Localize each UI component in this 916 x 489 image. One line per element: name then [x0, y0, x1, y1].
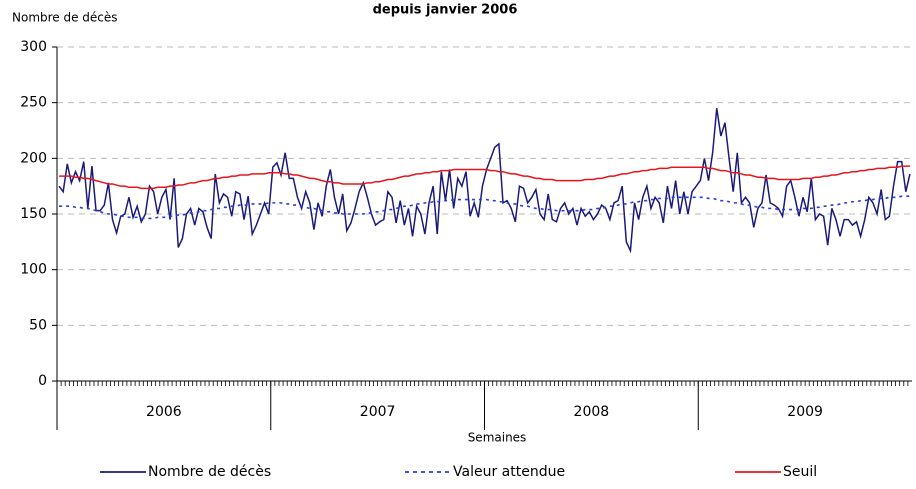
series-line: [58, 108, 911, 254]
legend-label: Nombre de décès: [148, 464, 271, 480]
chart-title: depuis janvier 2006: [373, 3, 518, 18]
y-tick-label: 200: [20, 150, 47, 166]
series-line: [59, 165, 910, 190]
y-axis-label: Nombre de décès: [12, 11, 118, 25]
y-tick-label: 100: [20, 262, 47, 278]
y-tick-label: 50: [29, 317, 47, 333]
legend-label: Valeur attendue: [453, 464, 565, 480]
y-tick-label: 250: [20, 95, 47, 111]
y-tick-label: 150: [20, 206, 47, 222]
year-label: 2006: [146, 404, 182, 420]
legend-label: Seuil: [783, 464, 817, 480]
year-label: 2009: [787, 404, 823, 420]
y-tick-label: 300: [20, 39, 47, 55]
y-tick-label: 0: [38, 373, 47, 389]
x-axis-label: Semaines: [468, 431, 527, 445]
year-label: 2008: [574, 404, 610, 420]
year-label: 2007: [360, 404, 396, 420]
